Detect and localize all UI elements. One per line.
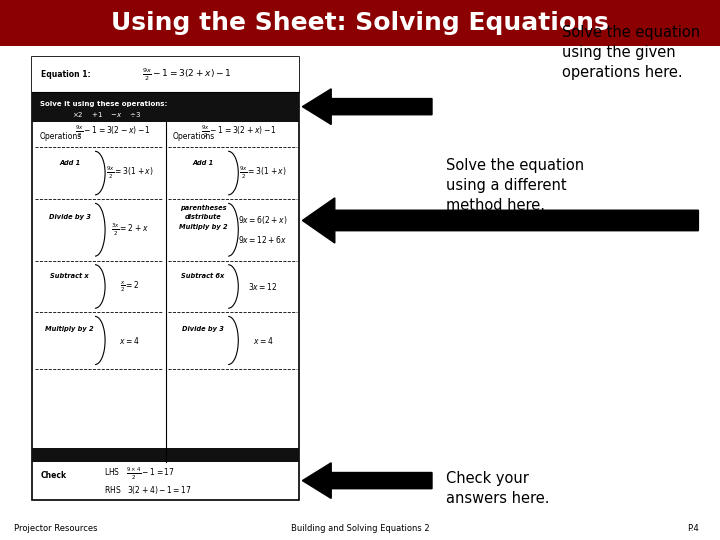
Text: Equation 1:: Equation 1:: [41, 70, 91, 79]
Text: $\frac{x}{2}=2$: $\frac{x}{2}=2$: [120, 279, 140, 294]
Text: Multiply by 2: Multiply by 2: [45, 326, 94, 332]
Text: parentheses: parentheses: [179, 205, 226, 211]
Text: Solve the equation
using the given
operations here.: Solve the equation using the given opera…: [562, 25, 700, 80]
Text: Subtract x: Subtract x: [50, 273, 89, 279]
Text: Add 1: Add 1: [192, 160, 214, 166]
Text: $x=4$: $x=4$: [120, 335, 140, 346]
Text: P.4: P.4: [687, 524, 698, 532]
Text: Check your
answers here.: Check your answers here.: [446, 471, 550, 506]
Text: $9x=6(2+x)$: $9x=6(2+x)$: [238, 214, 288, 226]
Text: Divide by 3: Divide by 3: [49, 214, 91, 220]
Text: $x=4$: $x=4$: [253, 335, 273, 346]
FancyBboxPatch shape: [32, 448, 299, 462]
Text: Divide by 3: Divide by 3: [182, 326, 224, 332]
Text: Projector Resources: Projector Resources: [14, 524, 98, 532]
Text: $\frac{3x}{2}=2+x$: $\frac{3x}{2}=2+x$: [111, 222, 148, 238]
Text: LHS   $\frac{9\times4}{2}-1=17$: LHS $\frac{9\times4}{2}-1=17$: [104, 465, 176, 482]
Text: distribute: distribute: [184, 214, 221, 220]
Text: $9x=12+6x$: $9x=12+6x$: [238, 234, 287, 245]
Text: Multiply by 2: Multiply by 2: [179, 224, 228, 230]
Text: Solve it using these operations:: Solve it using these operations:: [40, 100, 167, 107]
Text: Using the Sheet: Solving Equations: Using the Sheet: Solving Equations: [111, 11, 609, 35]
Text: Building and Solving Equations 2: Building and Solving Equations 2: [291, 524, 429, 532]
Text: RHS   $3(2+4)-1=17$: RHS $3(2+4)-1=17$: [104, 484, 192, 496]
Text: $\frac{9x}{2}-1=3(2-x)-1$: $\frac{9x}{2}-1=3(2-x)-1$: [76, 124, 151, 140]
Text: Operations: Operations: [40, 132, 82, 141]
Polygon shape: [302, 89, 432, 125]
Text: Solve the equation
using a different
method here.: Solve the equation using a different met…: [446, 158, 585, 213]
FancyBboxPatch shape: [32, 57, 299, 500]
FancyBboxPatch shape: [32, 57, 299, 92]
Polygon shape: [302, 198, 698, 243]
Text: $\frac{9x}{2}-1=3(2+x)-1$: $\frac{9x}{2}-1=3(2+x)-1$: [202, 124, 277, 140]
Text: $\frac{9x}{2}-1=3(2+x)-1$: $\frac{9x}{2}-1=3(2+x)-1$: [142, 66, 232, 83]
Text: $\frac{9x}{2}=3(1+x)$: $\frac{9x}{2}=3(1+x)$: [239, 165, 287, 181]
Text: Subtract 6x: Subtract 6x: [181, 273, 225, 279]
Text: $3x=12$: $3x=12$: [248, 281, 278, 292]
Text: Operations: Operations: [173, 132, 215, 141]
Polygon shape: [302, 463, 432, 498]
FancyBboxPatch shape: [32, 92, 299, 122]
FancyBboxPatch shape: [0, 0, 720, 46]
Text: Check: Check: [41, 471, 67, 480]
Text: $\frac{9x}{2}=3(1+x)$: $\frac{9x}{2}=3(1+x)$: [106, 165, 153, 181]
Text: Add 1: Add 1: [59, 160, 81, 166]
Text: $\times 2$    $+1$    $-x$    $\div 3$: $\times 2$ $+1$ $-x$ $\div 3$: [72, 110, 141, 119]
